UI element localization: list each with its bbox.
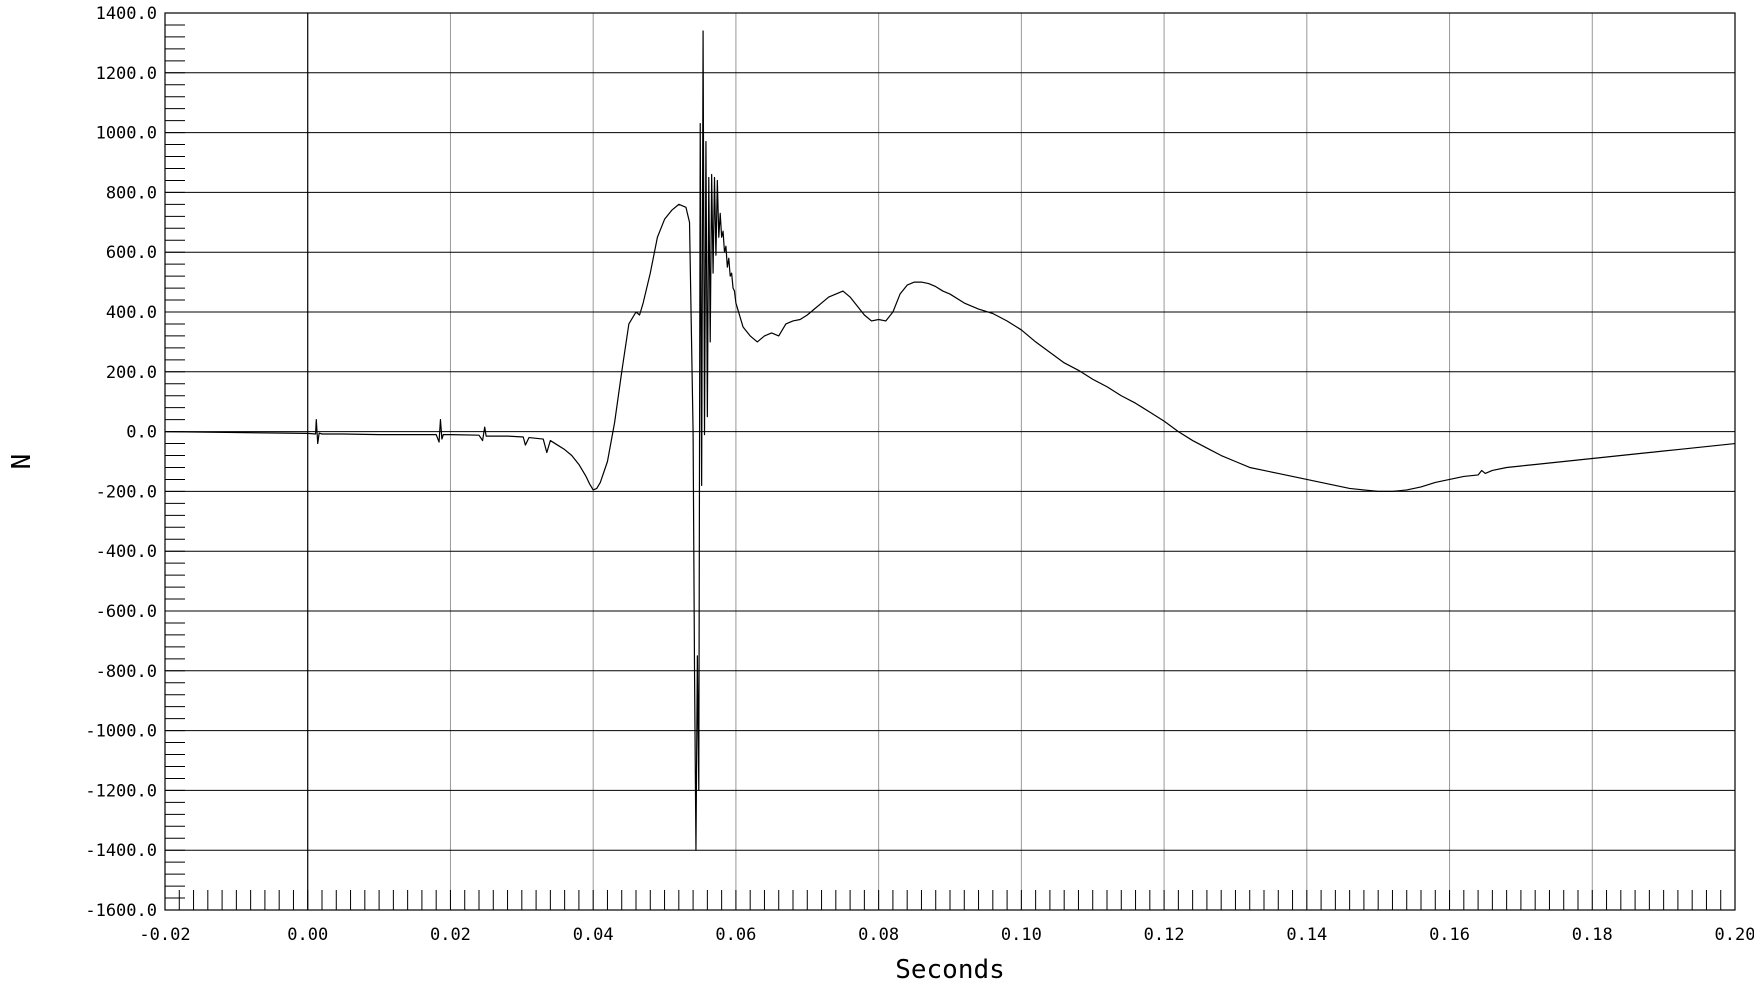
x-axis-title: Seconds (895, 955, 1005, 985)
y-tick-label: -1400.0 (85, 841, 157, 861)
y-axis-title: N (7, 454, 37, 470)
y-tick-label: -800.0 (96, 662, 157, 682)
y-tick-label: -400.0 (96, 542, 157, 562)
x-tick-label: 0.12 (1144, 925, 1185, 945)
x-tick-label: 0.04 (573, 925, 614, 945)
plot-frame (164, 12, 1736, 911)
y-tick-label: 600.0 (106, 243, 157, 263)
y-tick-label: 0.0 (126, 423, 157, 443)
y-tick-label: 200.0 (106, 363, 157, 383)
y-tick-label: 1400.0 (96, 4, 157, 24)
y-tick-label: 800.0 (106, 183, 157, 203)
y-tick-label: 400.0 (106, 303, 157, 323)
x-tick-label: 0.20 (1715, 925, 1754, 945)
y-tick-labels: 1400.0 1200.0 1000.0 800.0 600.0 400.0 200.0 0.… (85, 4, 157, 921)
y-tick-label: 1000.0 (96, 124, 157, 144)
x-tick-label: -0.02 (139, 925, 190, 945)
x-tick-label: 0.02 (430, 925, 471, 945)
y-tick-label: 1200.0 (96, 64, 157, 84)
x-tick-label: 0.14 (1286, 925, 1327, 945)
y-tick-label: -1000.0 (85, 722, 157, 742)
x-tick-label: 0.06 (715, 925, 756, 945)
y-minor-ticks (165, 12, 185, 911)
x-tick-label: 0.00 (287, 925, 328, 945)
y-tick-label: -600.0 (96, 602, 157, 622)
series-line (164, 30, 1736, 851)
minor-grid (449, 13, 1593, 910)
x-tick-labels: -0.02 0.00 0.02 0.04 0.06 0.08 0.10 0.12 0.14 0.1… (139, 925, 1754, 945)
x-tick-label: 0.10 (1001, 925, 1042, 945)
y-tick-label: -200.0 (96, 482, 157, 502)
x-tick-label: 0.08 (858, 925, 899, 945)
x-minor-ticks (178, 890, 1722, 910)
x-tick-label: 0.16 (1429, 925, 1470, 945)
y-tick-label: -1200.0 (85, 781, 157, 801)
y-tick-label: -1600.0 (85, 901, 157, 921)
x-tick-label: 0.18 (1572, 925, 1613, 945)
major-grid (165, 13, 1735, 910)
